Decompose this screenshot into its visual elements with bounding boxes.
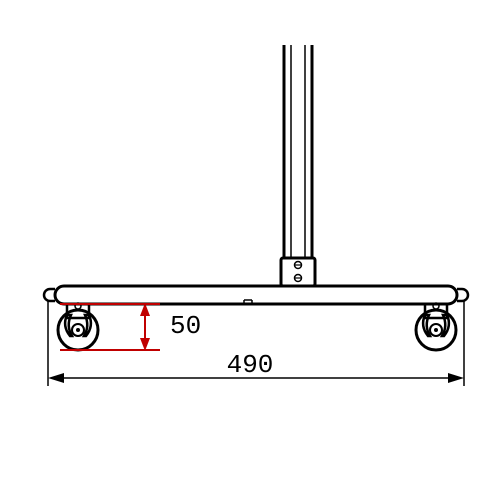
mounting-bracket (281, 258, 315, 286)
dimension-caster-height-value: 50 (170, 311, 201, 341)
diagram-canvas: 50 490 (0, 0, 500, 500)
dimension-overall-width: 490 (48, 300, 464, 386)
caster-right (416, 303, 456, 350)
caster-left (58, 303, 98, 350)
base-bar (44, 286, 468, 304)
vertical-post (284, 45, 312, 258)
dimension-overall-width-value: 490 (227, 350, 274, 380)
